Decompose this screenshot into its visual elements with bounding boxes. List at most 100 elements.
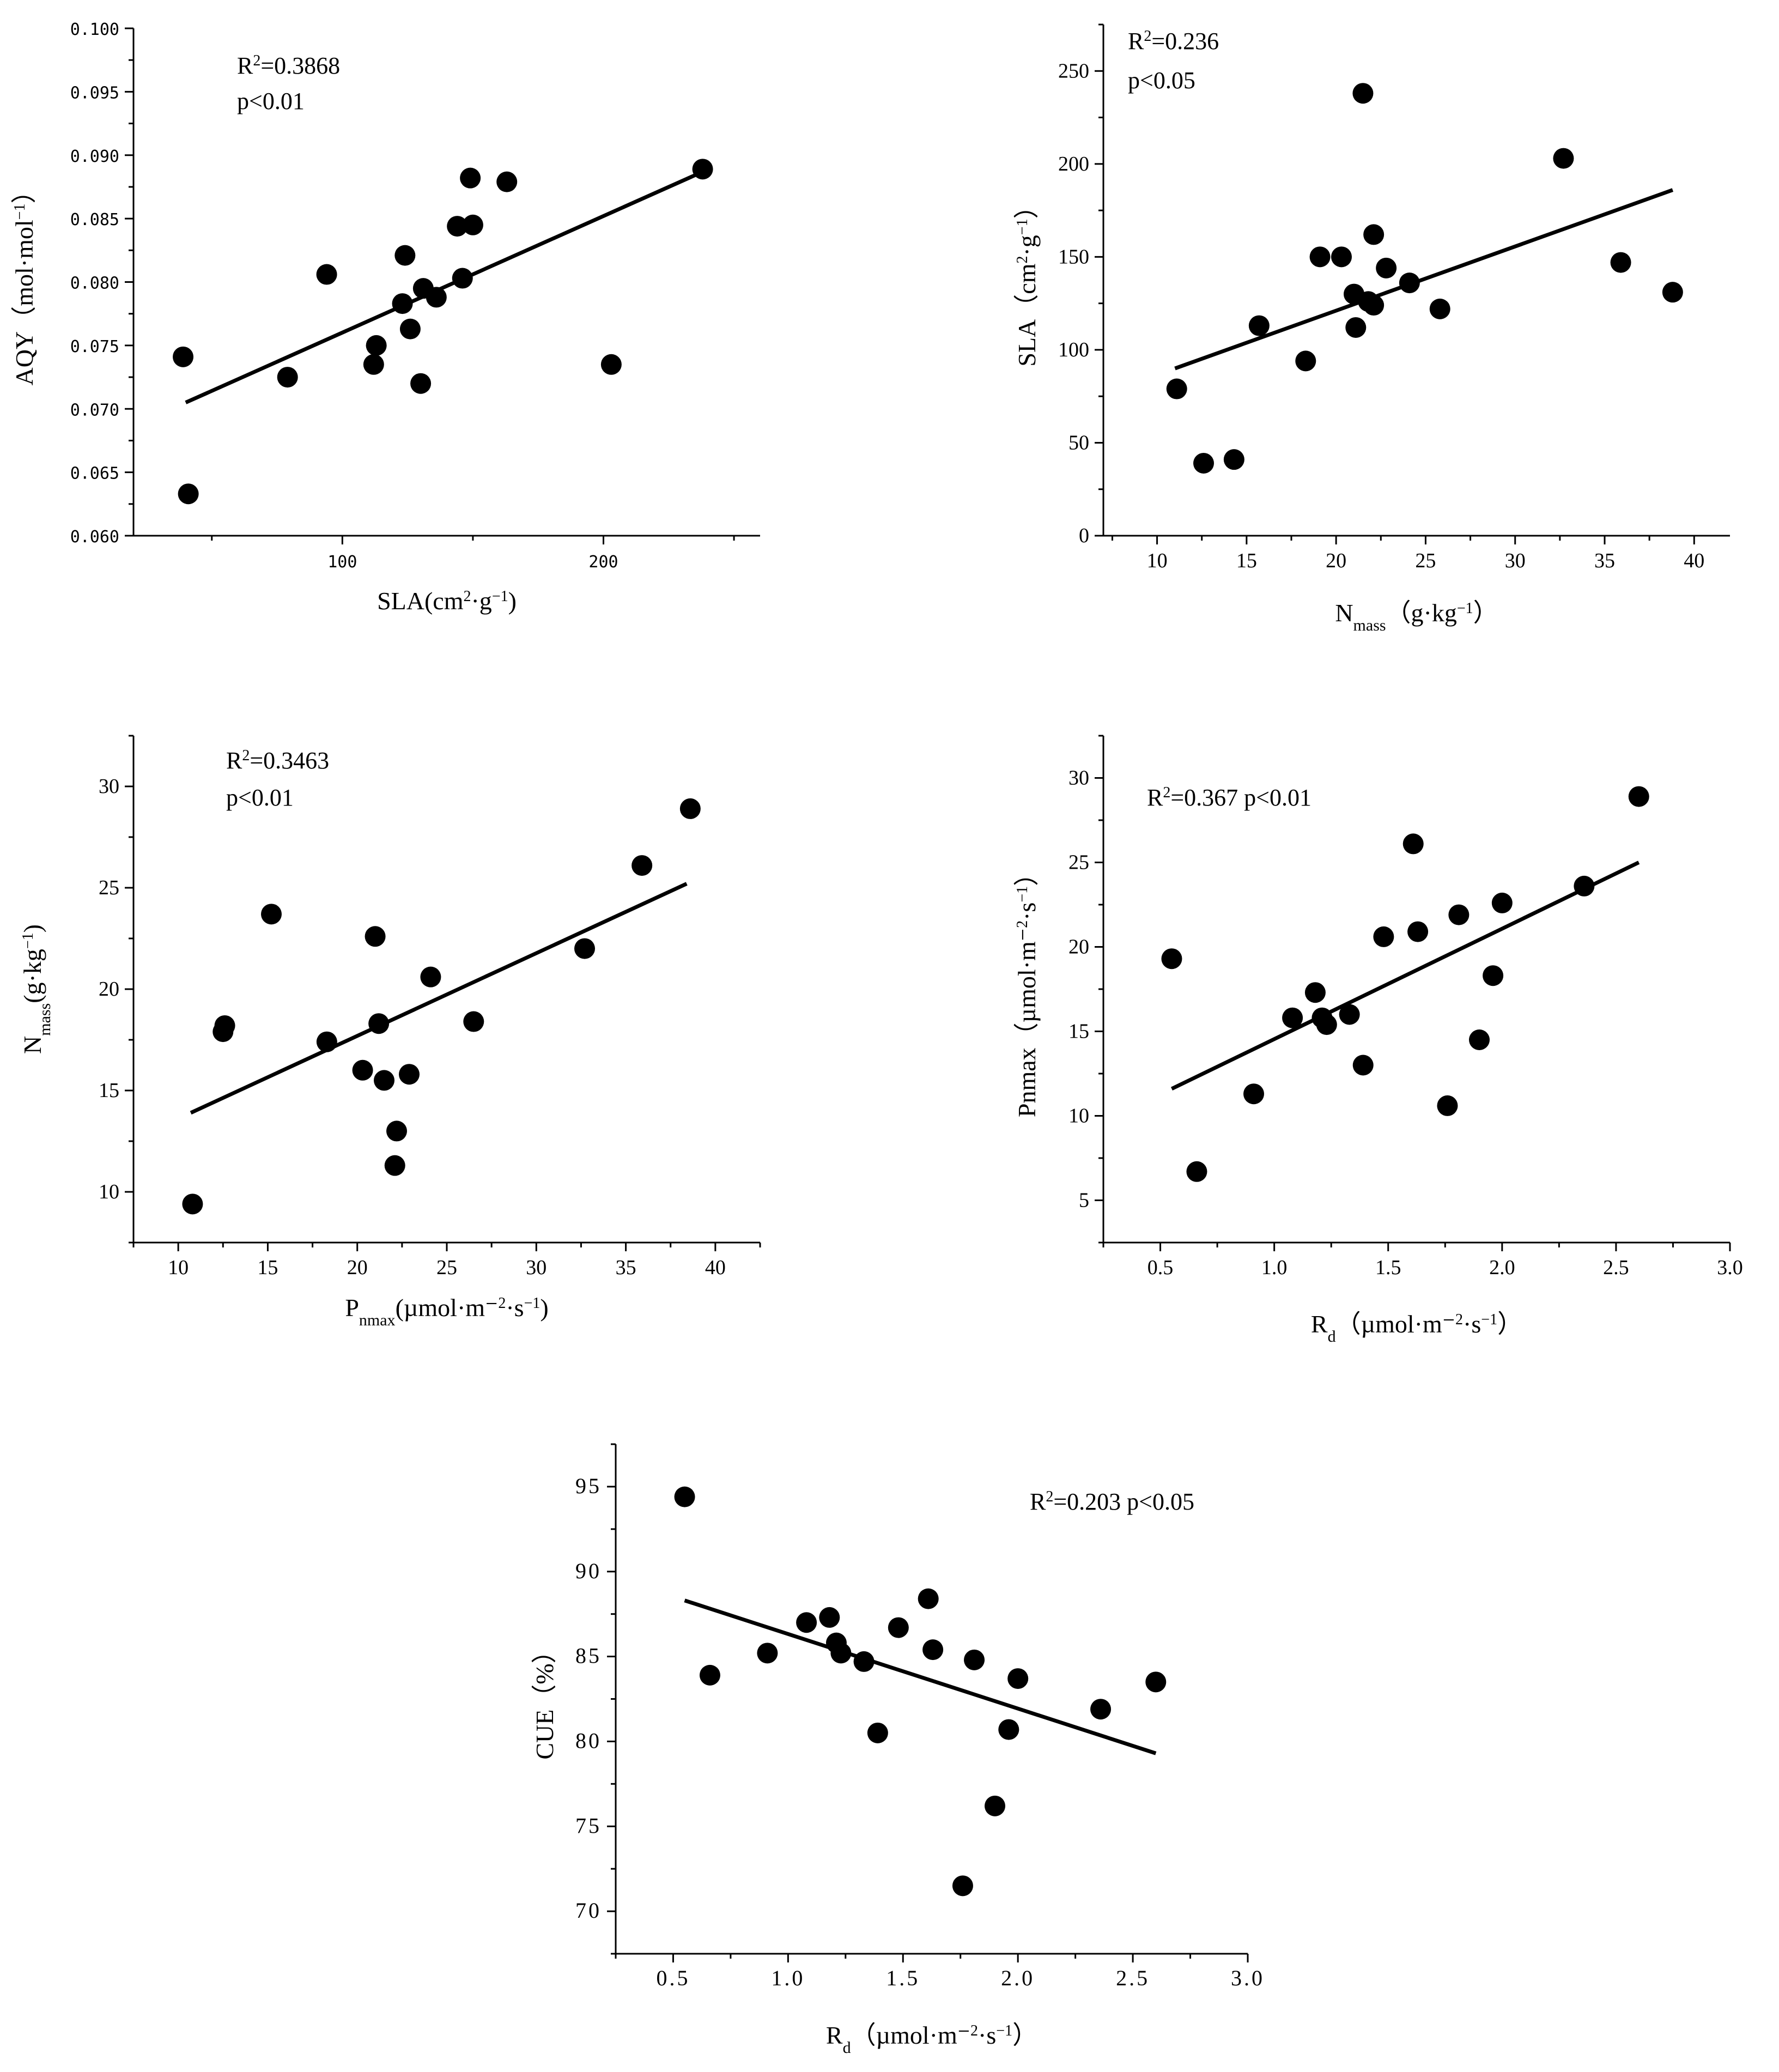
data-point <box>1399 272 1420 294</box>
data-point <box>426 287 447 308</box>
y-tick-label: 10 <box>1068 1105 1089 1128</box>
data-point <box>352 1059 373 1081</box>
data-point <box>374 1070 394 1091</box>
y-tick-label: 90 <box>575 1559 602 1583</box>
stat-annotation: R2=0.367 p<0.01 <box>1147 784 1312 811</box>
x-tick-label: 100 <box>327 553 357 572</box>
data-point <box>316 1031 337 1052</box>
data-point <box>1282 1007 1303 1028</box>
data-point <box>1007 1668 1029 1689</box>
data-point <box>796 1612 817 1633</box>
regression-line <box>185 171 701 404</box>
data-point <box>1309 246 1331 268</box>
y-tick-label: 30 <box>1068 767 1089 790</box>
x-axis-label: Nmass（g·kg−1） <box>1335 599 1498 634</box>
y-tick-label: 0.065 <box>70 464 119 483</box>
regression-line <box>190 882 688 1115</box>
data-point <box>1373 926 1394 947</box>
data-point <box>1662 282 1683 303</box>
data-point <box>277 367 298 388</box>
data-point <box>632 855 653 876</box>
x-tick-label: 2.0 <box>1001 1966 1035 1990</box>
y-axis-label: CUE（%） <box>531 1638 558 1759</box>
data-point <box>1574 875 1595 896</box>
data-point <box>757 1643 778 1664</box>
y-axis-label: AQY（mol·mol−1） <box>10 179 38 386</box>
data-point <box>1352 83 1374 104</box>
data-point <box>1193 452 1214 474</box>
data-point <box>447 216 468 237</box>
x-tick-label: 1.0 <box>771 1966 805 1990</box>
data-point <box>496 171 518 192</box>
data-point <box>998 1719 1019 1740</box>
data-point <box>922 1639 944 1661</box>
y-tick-label: 0.080 <box>70 274 119 293</box>
stat-annotation: p<0.01 <box>237 88 305 114</box>
x-tick-label: 15 <box>1236 549 1257 572</box>
data-point <box>918 1588 939 1609</box>
data-point <box>1553 148 1574 169</box>
data-point <box>463 1011 484 1032</box>
data-point <box>1166 378 1187 399</box>
y-tick-label: 0.075 <box>70 337 119 356</box>
x-tick-label: 30 <box>526 1256 547 1279</box>
y-tick-label: 150 <box>1058 245 1089 268</box>
data-point <box>1407 921 1429 942</box>
data-point <box>173 346 194 367</box>
data-point <box>182 1193 203 1215</box>
data-point <box>386 1120 407 1142</box>
regression-line <box>684 1598 1157 1755</box>
data-point <box>1448 904 1470 925</box>
data-point <box>1363 224 1385 245</box>
data-point <box>1316 1014 1337 1035</box>
data-point <box>692 159 713 180</box>
data-point <box>1628 786 1649 807</box>
y-tick-label: 70 <box>575 1898 602 1923</box>
data-point <box>574 938 595 959</box>
x-tick-label: 35 <box>616 1256 636 1279</box>
stat-annotation: R2=0.3463 <box>226 747 329 774</box>
x-tick-label: 200 <box>588 553 618 572</box>
data-point <box>1339 1004 1360 1025</box>
data-point <box>368 1013 390 1034</box>
y-tick-label: 0 <box>1079 524 1089 547</box>
x-axis-label: Rd（µmol·m⁻2·s−1） <box>826 2021 1037 2057</box>
y-tick-label: 30 <box>99 775 119 798</box>
data-point <box>462 214 483 235</box>
y-tick-label: 85 <box>575 1644 602 1668</box>
x-tick-label: 40 <box>705 1256 726 1279</box>
stat-annotation: p<0.05 <box>1128 67 1195 94</box>
x-tick-label: 2.5 <box>1116 1966 1150 1990</box>
chart-panel-4: 0.5 1.0 1.5 2.0 2.5 3.0 5 10 15 20 25 30 Rd（µmol·m⁻2… <box>1013 735 1743 1346</box>
data-point <box>985 1795 1005 1816</box>
data-point <box>819 1607 840 1628</box>
x-tick-label: 10 <box>1147 549 1168 572</box>
data-point <box>1186 1161 1207 1182</box>
data-point <box>699 1664 720 1686</box>
data-point <box>452 268 473 289</box>
x-tick-label: 15 <box>257 1256 278 1279</box>
y-axis-label: Pnmax（µmol·m⁻2·s−1） <box>1013 861 1041 1117</box>
data-point <box>867 1722 888 1743</box>
chart-panel-5: 0.5 1.0 1.5 2.0 2.5 3.0 70 75 80 85 90 95 Rd（µmol·m⁻… <box>531 1443 1262 2057</box>
data-point <box>1483 965 1504 986</box>
stat-annotation: p<0.01 <box>226 784 294 811</box>
data-point <box>365 926 386 947</box>
data-point <box>392 293 413 314</box>
data-point <box>261 904 282 925</box>
data-point <box>394 245 416 266</box>
data-point <box>1295 350 1316 372</box>
x-tick-label: 1.0 <box>1261 1256 1288 1279</box>
y-tick-label: 100 <box>1058 338 1089 361</box>
data-point <box>420 966 441 987</box>
data-point <box>178 483 199 505</box>
data-point <box>830 1643 852 1664</box>
data-point <box>1331 246 1352 268</box>
data-point <box>1248 315 1270 336</box>
data-point <box>1243 1083 1264 1105</box>
data-point <box>1145 1671 1167 1693</box>
chart-panel-1: 100 200 0.060 0.065 0.070 0.075 0.080 0.085 0.09… <box>10 20 760 615</box>
stat-annotation: R2=0.3868 <box>237 52 340 80</box>
y-tick-label: 0.070 <box>70 401 119 420</box>
